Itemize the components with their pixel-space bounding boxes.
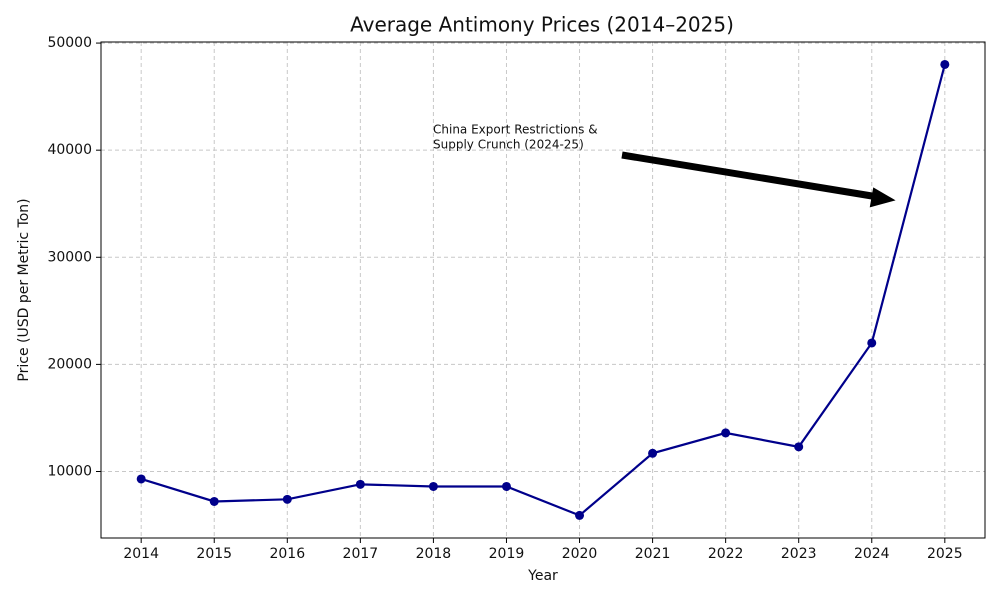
data-point [575, 510, 585, 520]
data-point [501, 481, 511, 491]
data-point [940, 59, 950, 69]
data-point [355, 479, 365, 489]
data-point [209, 496, 219, 506]
y-tick-label: 30000 [47, 249, 92, 265]
x-axis-label: Year [527, 568, 558, 584]
annotation: China Export Restrictions & Supply Crunc… [433, 123, 896, 208]
x-tick-label: 2015 [196, 546, 232, 562]
data-point [867, 338, 877, 348]
series-line [140, 64, 946, 517]
x-tick-label: 2018 [416, 546, 452, 562]
data-point [721, 428, 731, 438]
data-point [648, 448, 658, 458]
x-tick-label: 2017 [343, 546, 379, 562]
arrow-head [869, 187, 896, 208]
x-tick-label: 2016 [269, 546, 305, 562]
x-tick-label: 2022 [708, 546, 744, 562]
data-point [428, 481, 438, 491]
annotation-arrow [621, 151, 879, 201]
plot-frame [100, 41, 986, 539]
x-tick-label: 2024 [854, 546, 890, 562]
x-tick-label: 2023 [781, 546, 817, 562]
x-tick-label: 2025 [927, 546, 963, 562]
data-point [282, 494, 292, 504]
y-tick-label: 40000 [47, 142, 92, 158]
y-tick-label: 50000 [47, 35, 92, 51]
annotation-line: China Export Restrictions & [433, 123, 598, 137]
data-point [794, 442, 804, 452]
y-axis-label: Price (USD per Metric Ton) [16, 198, 32, 381]
data-point [136, 474, 146, 484]
y-tick-label: 20000 [47, 356, 92, 372]
x-tick-label: 2014 [123, 546, 159, 562]
chart-title: Average Antimony Prices (2014–2025) [350, 13, 734, 37]
x-tick-label: 2020 [562, 546, 598, 562]
annotation-line: Supply Crunch (2024-25) [433, 138, 584, 152]
y-tick-label: 10000 [47, 463, 92, 479]
x-tick-label: 2021 [635, 546, 671, 562]
x-tick-label: 2019 [489, 546, 525, 562]
